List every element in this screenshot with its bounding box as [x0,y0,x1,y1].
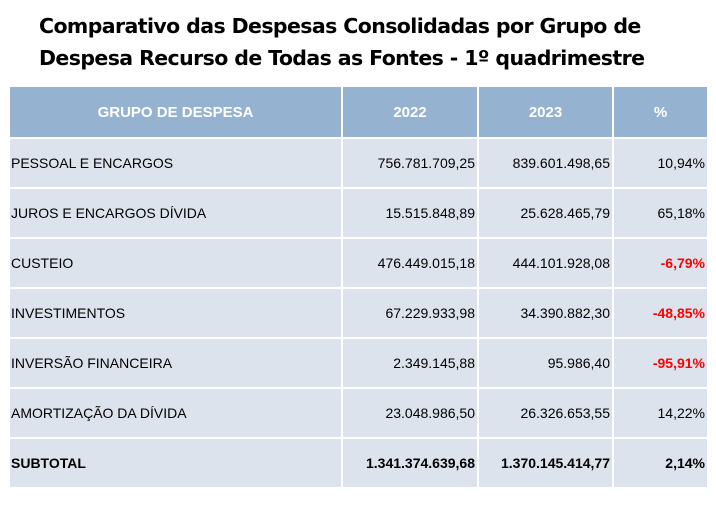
table-row: INVERSÃO FINANCEIRA 2.349.145,88 95.986,… [8,337,709,389]
cell-group: INVESTIMENTOS [8,287,343,339]
cell-percent: 14,22% [612,387,709,439]
page-title: Comparativo das Despesas Consolidadas po… [39,10,699,74]
cell-2022: 15.515.848,89 [341,187,479,239]
subtotal-2022: 1.341.374.639,68 [341,437,479,489]
cell-2023: 95.986,40 [477,337,614,389]
cell-percent: 10,94% [612,137,709,189]
cell-2022: 2.349.145,88 [341,337,479,389]
subtotal-percent: 2,14% [612,437,709,489]
cell-percent-negative: -48,85% [612,287,709,339]
header-percent: % [612,85,709,139]
cell-group: INVERSÃO FINANCEIRA [8,337,343,389]
cell-2023: 26.326.653,55 [477,387,614,439]
title-line-1: Comparativo das Despesas Consolidadas po… [39,14,641,38]
cell-2023: 34.390.882,30 [477,287,614,339]
header-2022: 2022 [341,85,479,139]
cell-group: AMORTIZAÇÃO DA DÍVIDA [8,387,343,439]
table-row: JUROS E ENCARGOS DÍVIDA 15.515.848,89 25… [8,187,709,239]
cell-2023: 25.628.465,79 [477,187,614,239]
cell-percent: 65,18% [612,187,709,239]
header-2023: 2023 [477,85,614,139]
cell-group: JUROS E ENCARGOS DÍVIDA [8,187,343,239]
cell-2022: 756.781.709,25 [341,137,479,189]
cell-2022: 23.048.986,50 [341,387,479,439]
table-row: AMORTIZAÇÃO DA DÍVIDA 23.048.986,50 26.3… [8,387,709,439]
title-line-2: Despesa Recurso de Todas as Fontes - 1º … [39,46,645,70]
cell-2022: 67.229.933,98 [341,287,479,339]
table-header-row: GRUPO DE DESPESA 2022 2023 % [8,85,709,139]
cell-percent-negative: -6,79% [612,237,709,289]
cell-percent-negative: -95,91% [612,337,709,389]
subtotal-label: SUBTOTAL [8,437,343,489]
cell-2022: 476.449.015,18 [341,237,479,289]
expenses-table: GRUPO DE DESPESA 2022 2023 % PESSOAL E E… [8,85,709,489]
subtotal-2023: 1.370.145.414,77 [477,437,614,489]
table-row: PESSOAL E ENCARGOS 756.781.709,25 839.60… [8,137,709,189]
cell-2023: 839.601.498,65 [477,137,614,189]
table-row: INVESTIMENTOS 67.229.933,98 34.390.882,3… [8,287,709,339]
cell-2023: 444.101.928,08 [477,237,614,289]
header-group: GRUPO DE DESPESA [8,85,343,139]
cell-group: CUSTEIO [8,237,343,289]
cell-group: PESSOAL E ENCARGOS [8,137,343,189]
subtotal-row: SUBTOTAL 1.341.374.639,68 1.370.145.414,… [8,437,709,489]
table-row: CUSTEIO 476.449.015,18 444.101.928,08 -6… [8,237,709,289]
